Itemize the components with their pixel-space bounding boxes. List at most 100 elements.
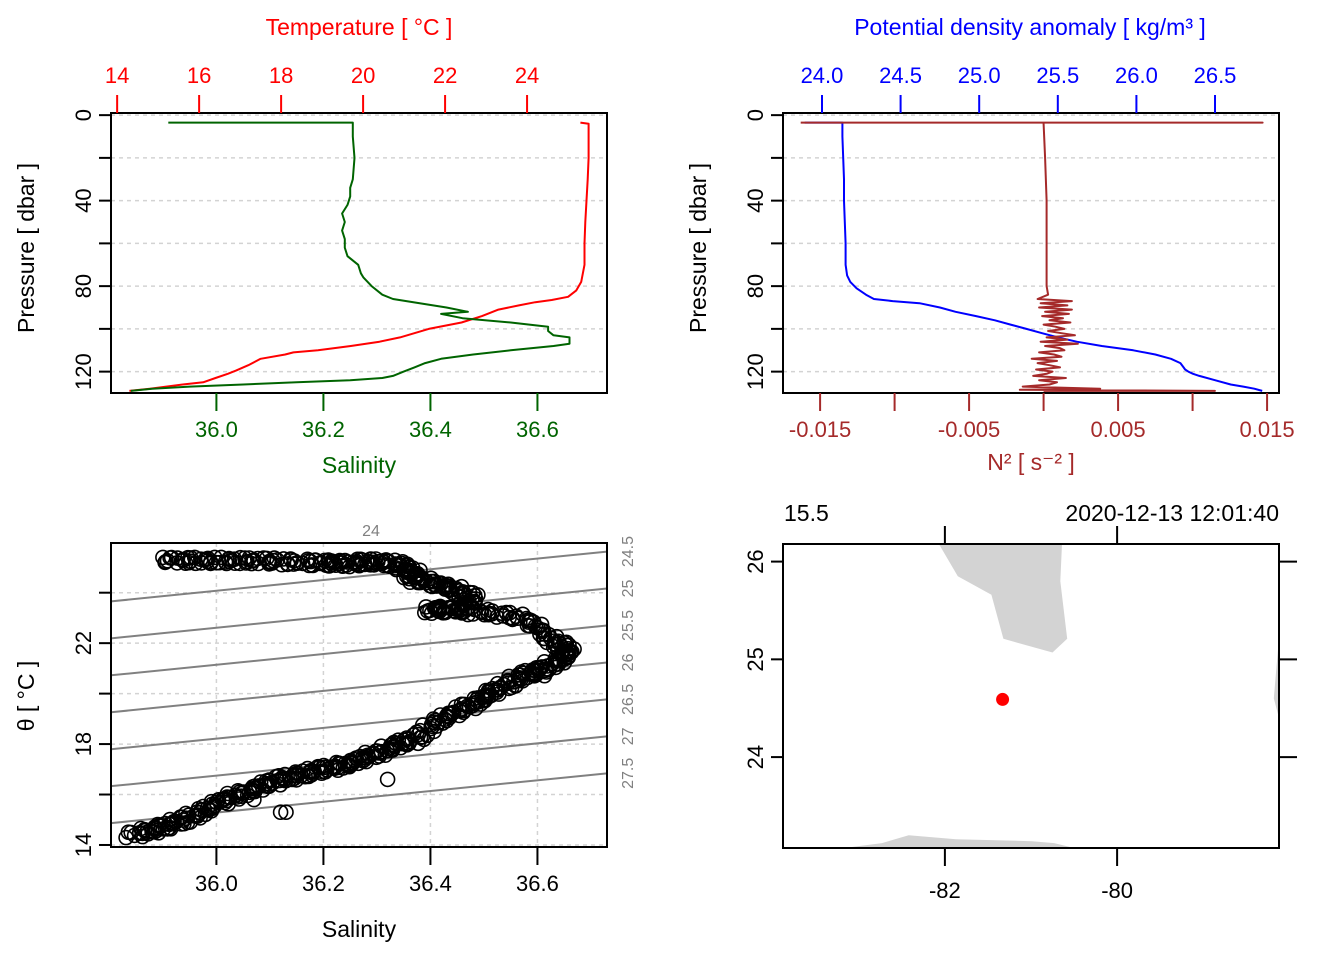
ts-point: [521, 618, 538, 634]
isopycnal-lines: [111, 478, 607, 825]
bottom-axis-tick-label: -0.005: [938, 417, 1000, 442]
ts-point: [138, 824, 155, 841]
ts-point: [525, 665, 541, 682]
isopycnal-line: [111, 624, 607, 677]
ts-point: [472, 603, 489, 620]
isopycnal-line: [111, 550, 607, 603]
ts-point: [173, 816, 190, 832]
isopycnal-label: 25: [620, 580, 637, 598]
station-points: [996, 692, 1010, 706]
pressure-tick-label: 80: [71, 274, 96, 298]
ts-point: [134, 828, 151, 845]
bottom-axis-tick-label: 0.005: [1091, 417, 1146, 442]
ts-point: [202, 554, 219, 570]
longitude-tick-label: -82: [929, 878, 961, 903]
series-n2: [800, 121, 1264, 392]
top-axis-tick-label: 14: [105, 63, 129, 88]
ts-diagram-panel: 36.0 36.2 36.4 36.6 14 18 22 24 24.5 25 25.5 26 26.5…: [13, 478, 637, 942]
ts-point: [272, 804, 289, 821]
pressure-tick-label: 80: [743, 274, 768, 298]
theta-tick-label: 22: [71, 631, 96, 655]
top-axis-tick-label: 22: [433, 63, 457, 88]
isopycnal-label: 25.5: [620, 610, 637, 641]
ts-point: [278, 804, 294, 821]
profile-density-series: [800, 121, 1264, 392]
temperature-axis-title: Temperature [ °C ]: [266, 14, 453, 40]
top-axis-tick-label: 20: [351, 63, 375, 88]
latitude-tick-label: 25: [743, 647, 768, 671]
map-timestamp-label: 2020-12-13 12:01:40: [1065, 500, 1279, 526]
longitude-tick-label: -80: [1101, 878, 1133, 903]
density-axis-title-text: Potential density anomaly [ kg/m³ ]: [854, 14, 1206, 40]
density-axis-title: Potential density anomaly [ kg/m³ ]: [854, 14, 1206, 40]
ts-point: [450, 601, 466, 618]
top-axis-tick-label: 26.0: [1115, 63, 1158, 88]
profile-density-frame: [782, 112, 1280, 394]
salinity-tick-label: 36.6: [516, 871, 559, 896]
station-map-frame: [782, 543, 1280, 849]
salinity-tick-label: 36.2: [302, 871, 345, 896]
ts-point: [261, 556, 277, 572]
bottom-axis-tick-label: 36.2: [302, 417, 345, 442]
salinity-tick-label: 36.0: [195, 871, 238, 896]
station-map-panel: -82 -80 24 25 26 15.5 2020-12-13 12:01:40: [743, 500, 1297, 903]
ts-point: [219, 789, 235, 805]
bottom-axis-tick-label: 36.0: [195, 417, 238, 442]
ts-salinity-axis-title: Salinity: [322, 916, 397, 942]
ts-point: [379, 771, 396, 788]
salinity-tick-label: 36.4: [409, 871, 452, 896]
profile-ts-series: [129, 121, 590, 392]
isopycnal-line: [111, 478, 607, 528]
ts-point: [519, 669, 536, 686]
isopycnal-label: 27: [620, 727, 637, 745]
series-salinity: [130, 121, 571, 392]
profile-ts-axes: 0 40 80 120 14 16 18 20 22 24 36.0 36.2 36.4 36.6: [71, 63, 559, 442]
ts-point: [144, 823, 160, 840]
pressure-tick-label: 120: [71, 353, 96, 390]
ts-point: [159, 552, 176, 569]
profile-ts-grid: [111, 114, 607, 373]
profile-ts-frame: [110, 112, 608, 394]
latitude-tick-label: 26: [743, 549, 768, 573]
ts-point: [435, 604, 452, 621]
isopycnal-label: 27.5: [620, 758, 637, 789]
ts-point: [155, 821, 172, 837]
isopycnal-label: 24: [362, 523, 380, 540]
ts-point: [118, 829, 134, 846]
station-marker: [996, 692, 1010, 706]
ts-diagram-axes: 36.0 36.2 36.4 36.6 14 18 22 24 24.5 25 25.5 26 26.5…: [71, 523, 637, 896]
top-axis-tick-label: 25.0: [958, 63, 1001, 88]
pressure-tick-label: 40: [743, 188, 768, 212]
theta-tick-label: 14: [71, 833, 96, 857]
ts-point: [447, 603, 464, 620]
bottom-axis-tick-label: 0.015: [1240, 417, 1295, 442]
ts-point: [318, 761, 335, 778]
top-axis-tick-label: 24.5: [879, 63, 922, 88]
top-axis-tick-label: 25.5: [1036, 63, 1079, 88]
series-temperature: [129, 121, 590, 392]
profile-ts-panel: 0 40 80 120 14 16 18 20 22 24 36.0 36.2 36.4 36.6 Tem…: [13, 14, 608, 478]
ts-point: [456, 603, 473, 620]
ts-point: [246, 791, 262, 808]
station-map-axes: -82 -80 24 25 26: [743, 526, 1297, 903]
profile-density-panel: 0 40 80 120 24.0 24.5 25.0 25.5 26.0 26.5 -0.015 -0…: [685, 14, 1295, 475]
bottom-axis-tick-label: 36.4: [409, 417, 452, 442]
profile-density-axes: 0 40 80 120 24.0 24.5 25.0 25.5 26.0 26.5 -0.015 -0…: [743, 63, 1295, 442]
land-cuba: [844, 835, 1075, 848]
top-axis-tick-label: 16: [187, 63, 211, 88]
ts-point: [211, 554, 227, 571]
isopycnal-label: 26.5: [620, 684, 637, 715]
pressure-axis-title-2: Pressure [ dbar ]: [685, 163, 711, 333]
theta-axis-title: θ [ °C ]: [13, 661, 39, 732]
series-potential-density-anomaly: [804, 121, 1263, 392]
salinity-axis-title: Salinity: [322, 452, 397, 478]
ts-point: [201, 801, 218, 818]
ts-points: [118, 549, 582, 846]
profile-density-grid: [783, 114, 1279, 373]
pressure-axis-title: Pressure [ dbar ]: [13, 163, 39, 333]
pressure-tick-label: 0: [71, 109, 96, 121]
theta-tick-label: 18: [71, 732, 96, 756]
ts-point: [227, 555, 243, 572]
bottom-axis-tick-label: -0.015: [789, 417, 851, 442]
